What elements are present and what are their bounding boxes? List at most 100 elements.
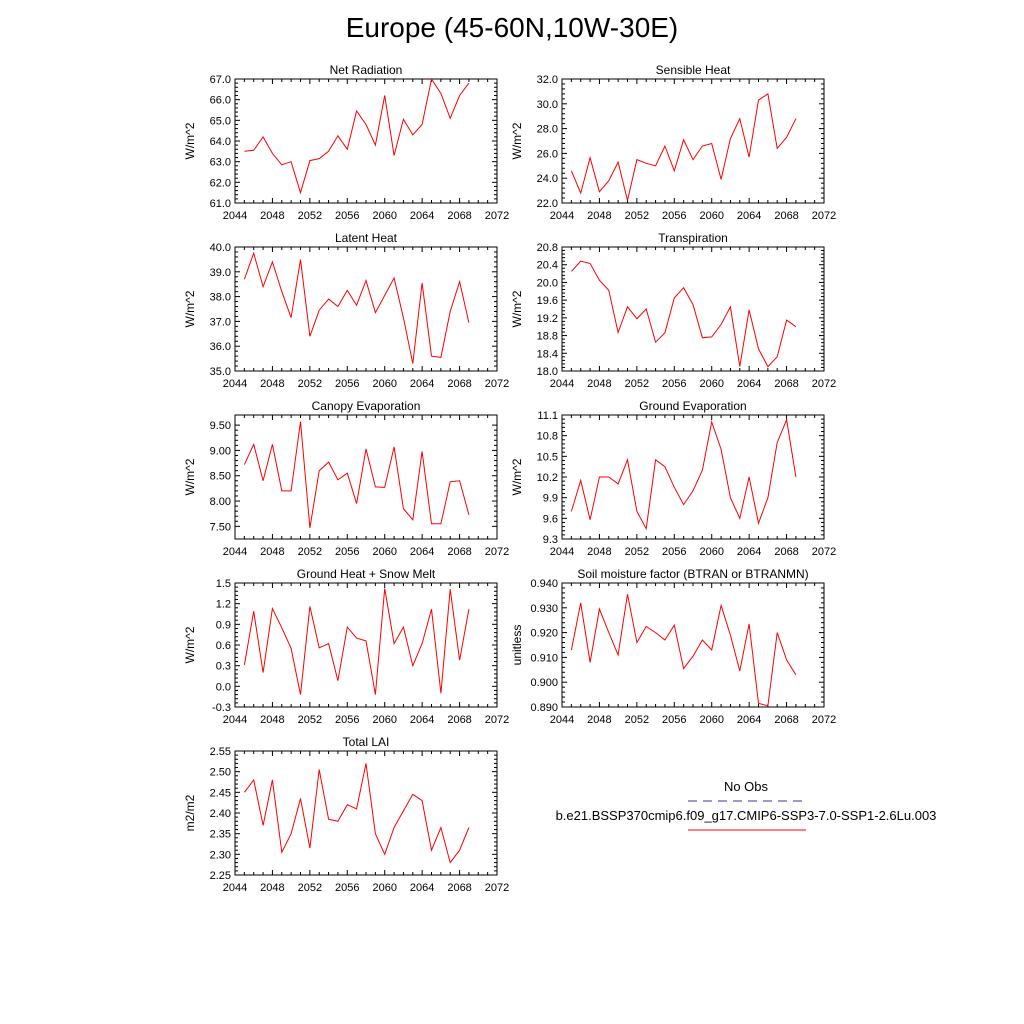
y-tick-label: 0.6 (216, 640, 231, 652)
x-tick-label: 2068 (447, 378, 471, 390)
x-tick-label: 2064 (737, 546, 761, 558)
legend-obs-label: No Obs (724, 779, 769, 794)
x-tick-label: 2072 (485, 714, 509, 726)
chart-panel-ground-heat-snow-melt: Ground Heat + Snow Melt W/m^2 2044 2048 2052… (183, 567, 509, 726)
y-tick-label: 20.0 (537, 277, 558, 289)
x-tick-label: 2056 (662, 714, 686, 726)
x-tick-label: 2044 (223, 546, 247, 558)
y-axis-label: W/m^2 (510, 290, 524, 327)
x-tick-label: 2044 (550, 546, 574, 558)
x-tick-label: 2048 (587, 714, 611, 726)
chart-title: Ground Heat + Snow Melt (297, 567, 436, 581)
chart-panel-soil-moisture-factor-btran-or-btranmn: Soil moisture factor (BTRAN or BTRANMN) u… (510, 567, 836, 726)
x-tick-label: 2068 (447, 714, 471, 726)
x-tick-label: 2056 (662, 210, 686, 222)
chart-panel-ground-evaporation: Ground Evaporation W/m^2 2044 2048 2052 2056 2… (510, 399, 836, 558)
x-tick-label: 2052 (298, 714, 322, 726)
y-tick-label: 40.0 (210, 242, 231, 254)
series-line (571, 260, 797, 368)
y-tick-label: 22.0 (537, 198, 558, 210)
y-tick-label: 8.50 (210, 471, 231, 483)
y-tick-label: 38.0 (210, 292, 231, 304)
x-tick-label: 2072 (812, 210, 836, 222)
y-tick-label: 39.0 (210, 267, 231, 279)
series-line (570, 417, 797, 531)
x-tick-label: 2072 (485, 546, 509, 558)
plot-frame (234, 414, 498, 540)
y-axis-label: W/m^2 (183, 122, 197, 159)
y-tick-label: 63.0 (210, 157, 231, 169)
y-tick-label: 67.0 (210, 74, 231, 86)
y-tick-label: 18.8 (537, 331, 558, 343)
plot-frame (561, 582, 825, 708)
plot-frame (234, 750, 498, 876)
chart-title: Soil moisture factor (BTRAN or BTRANMN) (577, 567, 808, 581)
x-tick-label: 2052 (298, 378, 322, 390)
y-tick-label: 9.6 (543, 513, 558, 525)
y-tick-label: 65.0 (210, 115, 231, 127)
y-tick-label: 61.0 (210, 198, 231, 210)
x-tick-label: 2060 (699, 378, 723, 390)
y-tick-label: 11.1 (537, 410, 558, 422)
series-line (244, 77, 470, 195)
x-tick-label: 2072 (485, 210, 509, 222)
y-tick-label: 0.9 (216, 619, 231, 631)
x-tick-label: 2048 (587, 210, 611, 222)
x-tick-label: 2060 (699, 546, 723, 558)
x-tick-label: 2064 (410, 210, 434, 222)
series-line (243, 251, 470, 364)
series-line (570, 93, 797, 201)
y-tick-label: 2.40 (210, 808, 231, 820)
y-tick-label: -0.3 (212, 702, 231, 714)
y-tick-label: 2.25 (210, 870, 231, 882)
y-tick-label: 19.6 (537, 295, 558, 307)
x-tick-label: 2064 (737, 210, 761, 222)
x-tick-label: 2048 (260, 546, 284, 558)
x-tick-label: 2048 (587, 546, 611, 558)
x-tick-label: 2068 (774, 210, 798, 222)
y-tick-label: 18.0 (537, 366, 558, 378)
y-tick-label: 0.0 (216, 681, 231, 693)
chart-title: Transpiration (658, 231, 728, 245)
x-tick-label: 2056 (335, 210, 359, 222)
x-tick-label: 2048 (260, 714, 284, 726)
x-tick-label: 2044 (550, 210, 574, 222)
y-axis-label: W/m^2 (183, 626, 197, 663)
y-tick-label: 28.0 (537, 124, 558, 136)
y-tick-label: 18.4 (537, 348, 558, 360)
x-tick-label: 2072 (485, 882, 509, 894)
chart-panel-net-radiation: Net Radiation W/m^2 2044 2048 2052 2056 2060 20… (183, 63, 509, 222)
y-tick-label: 0.890 (530, 702, 558, 714)
y-tick-label: 0.940 (530, 578, 558, 590)
y-tick-label: 64.0 (210, 136, 231, 148)
x-tick-label: 2044 (223, 714, 247, 726)
x-tick-label: 2048 (260, 378, 284, 390)
x-tick-label: 2056 (662, 378, 686, 390)
y-tick-label: 0.900 (530, 677, 558, 689)
x-tick-label: 2072 (485, 378, 509, 390)
x-tick-label: 2068 (447, 546, 471, 558)
chart-title: Sensible Heat (656, 63, 731, 77)
x-tick-label: 2064 (737, 714, 761, 726)
chart-title: Canopy Evaporation (312, 399, 421, 413)
y-tick-label: 0.920 (530, 628, 558, 640)
x-tick-label: 2060 (372, 546, 396, 558)
x-tick-label: 2068 (774, 546, 798, 558)
chart-panel-latent-heat: Latent Heat W/m^2 2044 2048 2052 2056 2060 2064… (183, 231, 509, 390)
x-tick-label: 2052 (625, 378, 649, 390)
plot-frame (561, 246, 825, 372)
x-tick-label: 2060 (372, 378, 396, 390)
x-tick-label: 2064 (410, 378, 434, 390)
y-tick-label: 26.0 (537, 148, 558, 160)
chart-title: Net Radiation (330, 63, 403, 77)
chart-panel-total-lai: Total LAI m2/m2 2044 2048 2052 2056 2060 2064 20… (183, 735, 509, 894)
x-tick-label: 2044 (223, 378, 247, 390)
chart-panel-canopy-evaporation: Canopy Evaporation W/m^2 2044 2048 2052 2056 2… (183, 399, 509, 558)
y-tick-label: 0.930 (530, 603, 558, 615)
y-tick-label: 19.2 (537, 313, 558, 325)
y-axis-label: W/m^2 (510, 122, 524, 159)
x-tick-label: 2052 (298, 546, 322, 558)
x-tick-label: 2068 (447, 882, 471, 894)
series-line (243, 421, 470, 528)
